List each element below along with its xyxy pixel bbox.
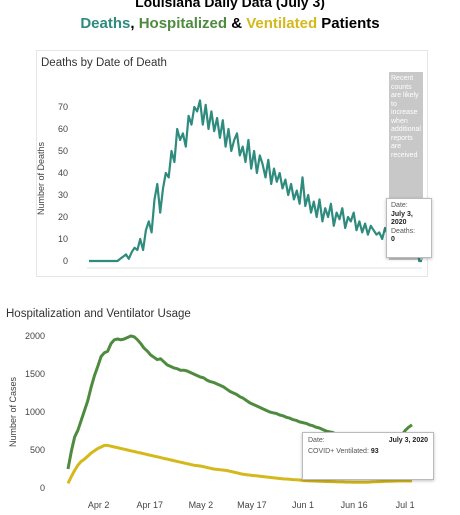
hosp-tooltip-date-label: Date: — [308, 437, 325, 444]
deaths-y-axis-label: Number of Deaths — [36, 141, 46, 215]
deaths-y-tick-label: 20 — [58, 212, 68, 222]
hosp-x-tick-label: Apr 2 — [88, 500, 110, 510]
deaths-tooltip-metric-value: 0 — [391, 236, 395, 243]
deaths-chart-title: Deaths by Date of Death — [41, 57, 167, 69]
deaths-series-line — [89, 99, 422, 263]
recent-counts-note: Recent counts are likely to increase whe… — [391, 75, 421, 159]
hosp-tooltip-metric-value: 93 — [370, 447, 379, 455]
hospitalization-tooltip: Date: July 3, 2020 COVID+ Ventilated: 93 — [302, 432, 434, 480]
hosp-y-tick-label: 0 — [40, 483, 45, 493]
hosp-tooltip-date-value: July 3, 2020 — [388, 437, 428, 444]
hosp-x-tick-label: Apr 17 — [136, 500, 163, 510]
hosp-x-tick-label: May 2 — [189, 500, 214, 510]
deaths-tooltip-metric-label: Deaths: — [391, 227, 416, 235]
deaths-y-tick-label: 10 — [58, 234, 68, 244]
page-subtitle: Deaths, Hospitalized & Ventilated Patien… — [0, 15, 460, 32]
deaths-tooltip: Date: July 3, 2020 Deaths: 0 — [386, 198, 432, 258]
hosp-y-tick-label: 1500 — [25, 369, 45, 379]
subtitle-separator-1: , — [130, 15, 139, 32]
hospitalization-chart-title: Hospitalization and Ventilator Usage — [6, 308, 191, 320]
subtitle-deaths: Deaths — [80, 15, 131, 32]
hosp-x-tick-label: Jul 1 — [396, 500, 415, 510]
subtitle-patients: Patients — [317, 15, 380, 32]
deaths-y-tick-label: 60 — [58, 124, 68, 134]
deaths-tooltip-date-value: July 3, 2020 — [391, 210, 413, 227]
deaths-y-tick-label: 50 — [58, 146, 68, 156]
hosp-y-axis-label: Number of Cases — [8, 376, 18, 447]
deaths-y-tick-label: 30 — [58, 190, 68, 200]
subtitle-ventilated: Ventilated — [246, 15, 318, 32]
deaths-tooltip-date-label: Date: — [391, 202, 408, 209]
ventilated-series-line — [66, 443, 412, 485]
hosp-y-tick-label: 2000 — [25, 331, 45, 341]
hosp-y-tick-label: 1000 — [25, 407, 45, 417]
hospitalization-chart-panel: Hospitalization and Ventilator Usage — [0, 305, 430, 515]
deaths-y-tick-label: 40 — [58, 168, 68, 178]
hosp-y-tick-label: 500 — [30, 445, 45, 455]
hosp-x-tick-label: Jun 16 — [341, 500, 368, 510]
deaths-chart-panel: Deaths by Date of Death — [36, 50, 428, 277]
deaths-y-tick-label: 0 — [63, 256, 68, 266]
hosp-x-tick-label: May 17 — [237, 500, 267, 510]
subtitle-hospitalized: Hospitalized — [138, 15, 228, 32]
page-title: Louisiana Daily Data (July 3) — [135, 0, 325, 10]
subtitle-separator-2: & — [227, 15, 247, 32]
hosp-tooltip-metric-label: COVID+ Ventilated: — [308, 447, 369, 455]
deaths-y-tick-label: 70 — [58, 102, 68, 112]
hosp-x-tick-label: Jun 1 — [292, 500, 314, 510]
